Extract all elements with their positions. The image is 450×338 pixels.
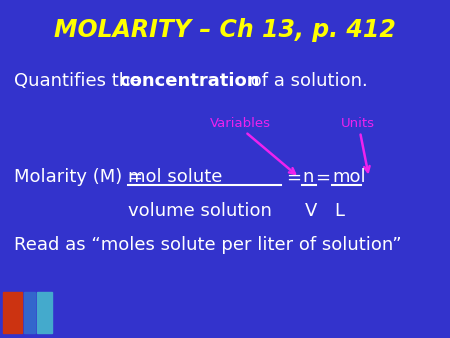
Text: MOLARITY – Ch 13, p. 412: MOLARITY – Ch 13, p. 412 bbox=[54, 18, 396, 43]
Text: Molarity (M) =: Molarity (M) = bbox=[14, 168, 148, 187]
Text: of a solution.: of a solution. bbox=[245, 72, 368, 90]
Text: Read as “moles solute per liter of solution”: Read as “moles solute per liter of solut… bbox=[14, 236, 401, 254]
Text: concentration: concentration bbox=[119, 72, 260, 90]
Text: Quantifies the: Quantifies the bbox=[14, 72, 147, 90]
Text: =: = bbox=[286, 168, 301, 187]
Bar bbox=[3, 292, 22, 333]
Text: mol: mol bbox=[332, 168, 366, 187]
Text: V: V bbox=[305, 202, 317, 220]
Text: Variables: Variables bbox=[210, 117, 271, 130]
Text: n: n bbox=[302, 168, 314, 187]
Text: mol solute: mol solute bbox=[128, 168, 223, 187]
Text: =: = bbox=[315, 168, 330, 187]
Text: L: L bbox=[334, 202, 344, 220]
Text: Units: Units bbox=[341, 117, 375, 130]
Text: volume solution: volume solution bbox=[128, 202, 272, 220]
Bar bbox=[24, 292, 35, 333]
Bar bbox=[37, 292, 52, 333]
